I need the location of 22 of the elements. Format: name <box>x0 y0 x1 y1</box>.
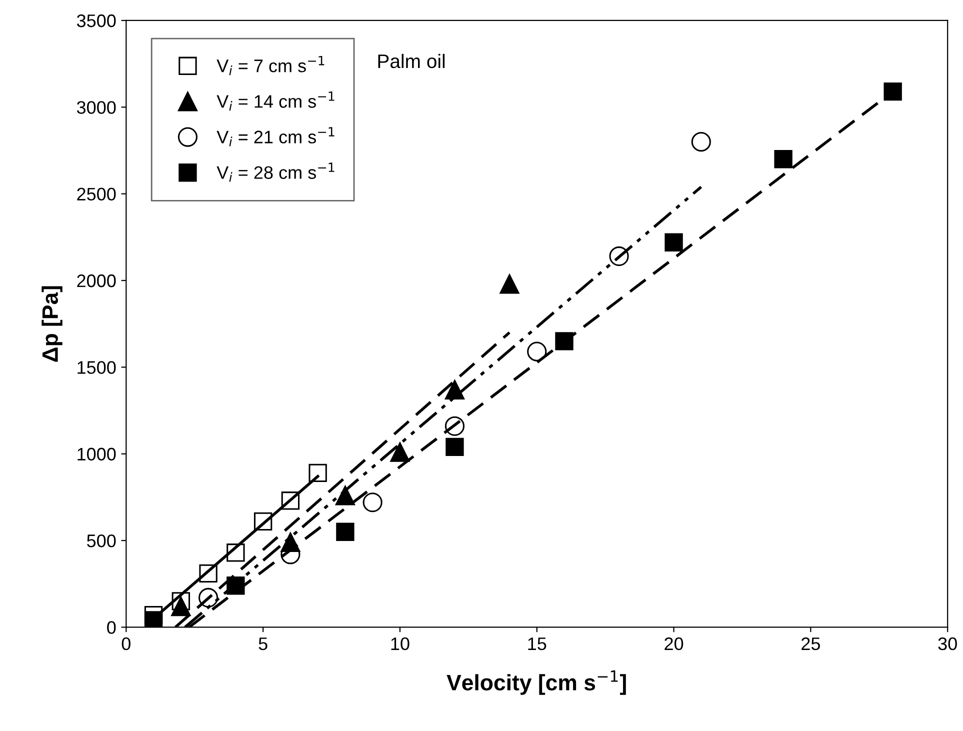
x-tick-label: 30 <box>938 637 957 650</box>
x-tick-label: 0 <box>122 637 130 650</box>
x-tick-label: 25 <box>802 637 820 650</box>
y-tick-label: 1500 <box>78 361 116 374</box>
x-tick-label: 15 <box>528 638 546 650</box>
x-tick-label: 5 <box>258 638 268 650</box>
x-axis-title: Velocity [cm s$^{−1}$] <box>446 670 626 695</box>
y-tick-label: 3500 <box>76 14 116 28</box>
y-tick-label: 3000 <box>76 101 116 114</box>
y-tick-label: 0 <box>107 621 116 634</box>
y-tick-label: 2500 <box>77 188 116 201</box>
annotation: Palm oil <box>378 54 445 68</box>
legend-label: V$_{i}$ = 7 cm s$^{−1}$ <box>216 56 324 76</box>
y-tick-label: 1000 <box>78 448 116 461</box>
legend-label: V$_{i}$ = 14 cm s$^{−1}$ <box>216 92 334 111</box>
legend-label: V$_{i}$ = 28 cm s$^{−1}$ <box>216 162 334 182</box>
y-axis-title: Δp [Pa] <box>42 286 62 362</box>
y-tick-label: 500 <box>87 534 116 548</box>
x-tick-label: 20 <box>664 637 684 650</box>
legend-label: V$_{i}$ = 21 cm s$^{−1}$ <box>216 127 334 146</box>
y-tick-label: 2000 <box>77 274 116 288</box>
x-tick-label: 10 <box>391 637 410 650</box>
